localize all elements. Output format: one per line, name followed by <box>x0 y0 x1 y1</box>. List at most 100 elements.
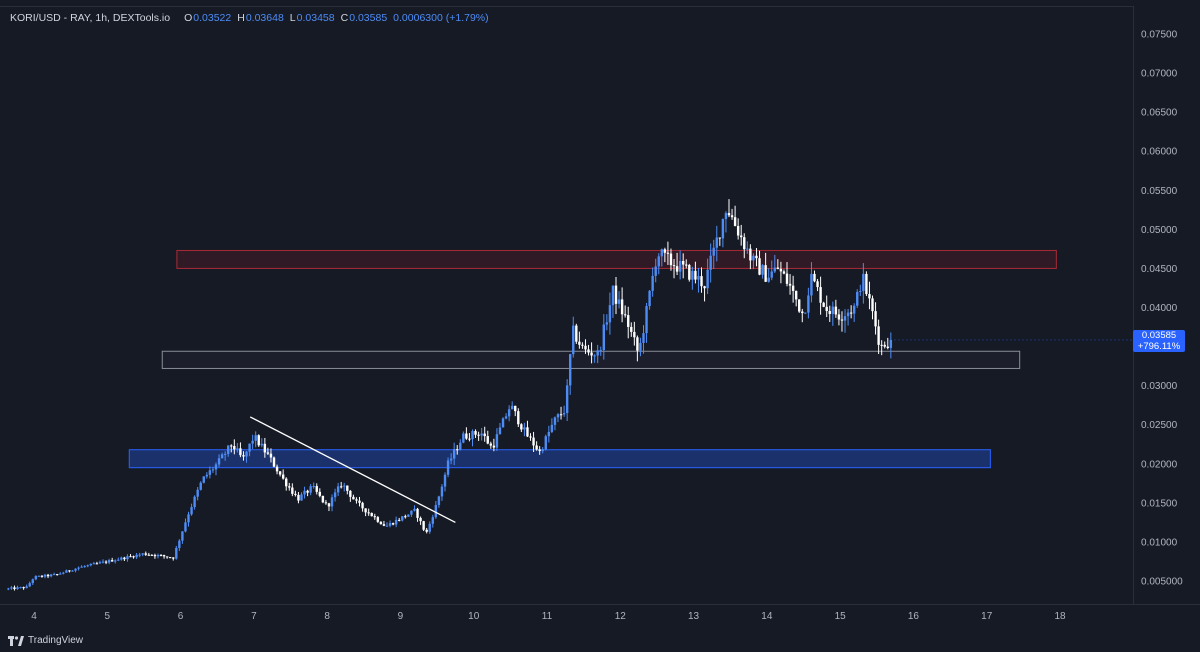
candle-body <box>889 339 893 348</box>
candle-body <box>776 267 780 269</box>
time-tick-label: 12 <box>615 611 627 622</box>
candle-body <box>489 443 493 446</box>
candle-body <box>272 457 276 467</box>
candle-body <box>746 248 749 250</box>
candle-body <box>178 540 181 548</box>
candle-body <box>358 500 361 503</box>
candle-body <box>34 576 38 580</box>
time-tick-label: 10 <box>468 611 480 622</box>
candle-body <box>859 290 862 292</box>
candle-body <box>376 517 380 522</box>
candle-body <box>758 258 761 275</box>
candle-body <box>101 561 105 563</box>
candle-body <box>379 521 383 525</box>
candle-body <box>242 455 245 457</box>
candle-body <box>752 255 755 261</box>
candle-body <box>165 556 169 558</box>
candle-body <box>498 427 502 435</box>
candle-body <box>883 344 886 347</box>
price-axis[interactable]: 0.07500 0.07000 0.06500 0.06000 0.05500 0.050… <box>1141 30 1183 588</box>
candle-body <box>388 523 392 526</box>
candle-body <box>440 486 444 497</box>
candle-body <box>550 424 554 432</box>
candle-body <box>172 557 175 559</box>
candle-body <box>71 570 74 572</box>
candle-body <box>98 562 102 564</box>
candle-body <box>736 225 740 236</box>
time-tick-label: 15 <box>835 611 847 622</box>
candle-body <box>135 554 138 558</box>
candle-body <box>724 213 728 220</box>
candle-body <box>791 285 795 291</box>
candle-body <box>501 418 505 428</box>
candle-body <box>370 513 373 517</box>
candle-body <box>846 312 850 317</box>
candle-body <box>856 291 859 306</box>
candle-body <box>211 469 215 471</box>
candle-body <box>520 424 523 430</box>
candle-body <box>300 494 303 501</box>
candle-body <box>562 413 566 415</box>
candle-body <box>620 299 624 315</box>
candle-body <box>181 531 184 541</box>
price-tick-label: 0.02000 <box>1141 459 1178 470</box>
candle-body <box>773 267 776 272</box>
tradingview-footer[interactable]: TradingView <box>8 635 83 646</box>
price-tick-label: 0.07500 <box>1141 30 1178 41</box>
open-label: O <box>184 12 193 24</box>
candle-body <box>367 512 370 514</box>
candle-body <box>868 294 871 299</box>
candle-body <box>733 217 737 226</box>
candle-body <box>504 416 508 419</box>
candle-body <box>446 460 450 475</box>
candle-body <box>547 431 551 437</box>
candle-body <box>391 523 395 525</box>
candle-body <box>718 237 722 239</box>
support-zone[interactable] <box>128 449 991 469</box>
change-value: 0.0006300 (+1.79%) <box>393 12 489 24</box>
candle-body <box>394 519 398 525</box>
candle-body <box>31 579 34 584</box>
descending-trendline[interactable] <box>249 416 456 523</box>
time-axis[interactable]: 4 5 6 7 8 9 10 11 12 13 14 15 16 17 18 <box>31 611 1066 622</box>
candle-body <box>306 490 309 493</box>
candle-body <box>556 414 560 418</box>
candle-body <box>569 354 572 386</box>
candle-body <box>89 563 92 566</box>
candle-body <box>837 314 841 320</box>
high-label: H <box>237 12 245 24</box>
plot-background <box>0 0 1133 604</box>
candle-body <box>132 556 135 558</box>
candle-body <box>767 277 770 282</box>
candle-body <box>193 496 196 508</box>
candle-body <box>721 219 725 239</box>
candle-body <box>578 341 581 345</box>
candle-body <box>318 491 322 496</box>
close-label: C <box>340 12 349 24</box>
candle-body <box>749 248 752 261</box>
time-tick-label: 16 <box>908 611 920 622</box>
time-tick-label: 13 <box>688 611 700 622</box>
candle-body <box>587 349 590 353</box>
resistance-zone[interactable] <box>176 249 1057 269</box>
candle-body <box>220 454 224 459</box>
candle-body <box>297 494 300 501</box>
candle-body <box>660 249 664 257</box>
candle-body <box>581 344 584 346</box>
neutral-zone[interactable] <box>161 350 1021 369</box>
candle-body <box>7 588 10 590</box>
symbol-legend[interactable]: KORI/USD - RAY, 1h, DEXTools.io O 0.03522… <box>10 12 489 24</box>
candle-body <box>187 514 190 523</box>
candle-body <box>77 567 80 569</box>
candle-body <box>86 565 89 567</box>
candle-body <box>709 255 712 270</box>
time-tick-label: 4 <box>31 611 37 622</box>
candle-body <box>880 344 883 346</box>
candle-body <box>315 486 318 492</box>
candle-body <box>486 436 489 444</box>
candle-body <box>810 273 813 296</box>
candle-body <box>685 264 688 266</box>
candle-body <box>68 570 71 572</box>
candle-body <box>288 486 291 488</box>
